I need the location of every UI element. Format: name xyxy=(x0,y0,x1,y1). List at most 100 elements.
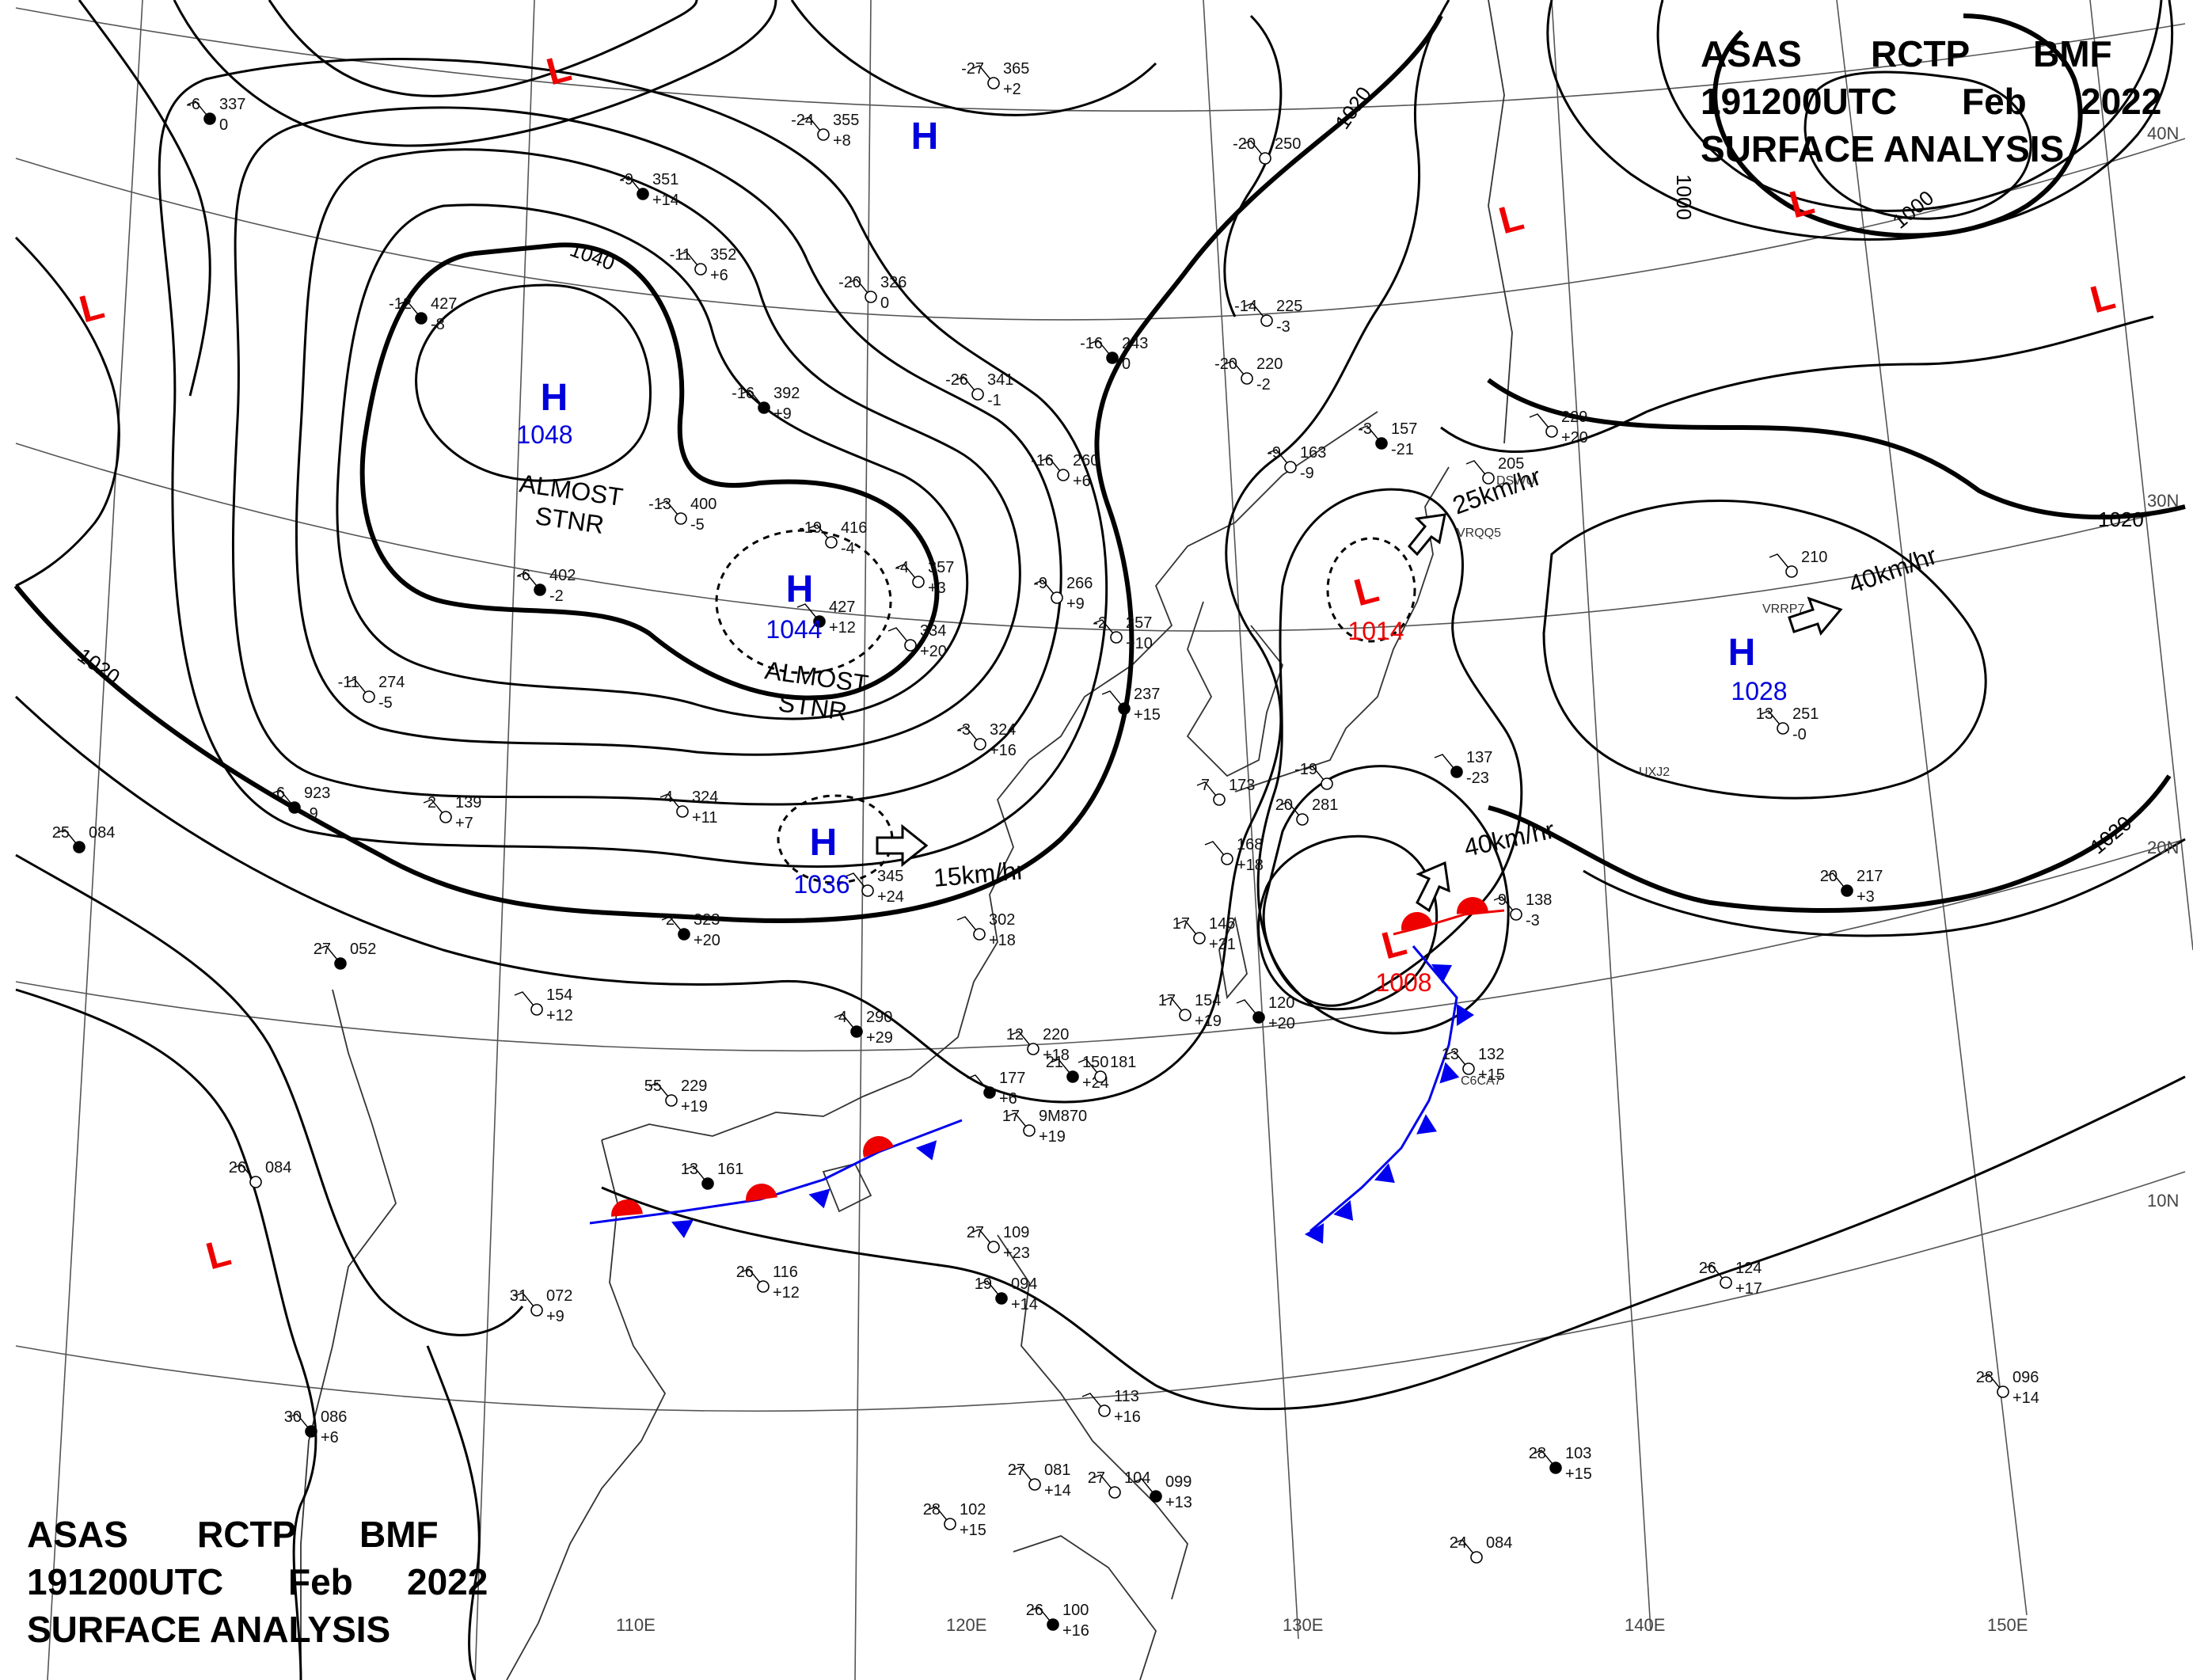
latitude-label: 40N xyxy=(2147,124,2179,143)
station-pressure: 251 xyxy=(1792,705,1819,723)
coastlines xyxy=(300,0,1513,1680)
station-plot: 19 094 +14 xyxy=(975,1275,1038,1313)
station-pressure: 9M870 xyxy=(1039,1108,1087,1125)
wind-barb-icon xyxy=(1465,460,1489,479)
wind-barb-icon xyxy=(1204,841,1228,860)
wind-barb-icon xyxy=(1529,413,1553,432)
high-pressure-value: 1044 xyxy=(766,615,822,644)
station-pressure: 132 xyxy=(1478,1046,1504,1063)
coast-india xyxy=(300,989,397,1680)
station-pressure-tendency: +18 xyxy=(989,932,1016,949)
wind-barb-icon xyxy=(741,390,765,409)
station-pressure: 081 xyxy=(1044,1461,1070,1479)
station-pressure-tendency: +20 xyxy=(1561,429,1588,447)
header-unit: BMF xyxy=(2033,33,2112,74)
isobar-1012 xyxy=(1256,488,1523,1007)
station-pressure: 220 xyxy=(1256,355,1283,373)
station-temperature: -27 xyxy=(961,60,984,78)
header-line-1: ASAS RCTP BMF xyxy=(27,1511,502,1558)
header-title: SURFACE ANALYSIS xyxy=(1701,128,2065,169)
low-pressure-value: 1014 xyxy=(1347,617,1404,645)
motion-arrows xyxy=(876,513,1843,913)
station-plot: 27 081 +14 xyxy=(1008,1461,1071,1499)
station-plot: -24 355 +8 xyxy=(791,112,859,150)
cold-front-symbol xyxy=(808,1188,830,1209)
station-pressure-tendency: +2 xyxy=(1003,81,1021,98)
station-temperature: -3 xyxy=(1358,420,1372,438)
cold-front-symbol xyxy=(1439,1062,1460,1084)
warm-front-symbol xyxy=(1401,912,1433,931)
station-cloud-cover-icon xyxy=(1193,932,1206,945)
station-pressure-tendency: +12 xyxy=(829,619,856,637)
station-plot: 113+16 xyxy=(1081,1388,1141,1426)
ship-callsign: C6CA7 xyxy=(1461,1074,1502,1088)
station-pressure-tendency: +15 xyxy=(1478,1066,1505,1084)
station-temperature: -2 xyxy=(1093,614,1107,632)
station-pressure: 084 xyxy=(1486,1534,1512,1552)
isobar-label: 1000 xyxy=(1672,174,1696,220)
parallel-40n xyxy=(15,138,2186,321)
station-cloud-cover-icon xyxy=(813,615,826,628)
wind-barb-icon xyxy=(955,376,979,395)
station-cloud-cover-icon xyxy=(1094,1070,1107,1083)
station-cloud-cover-icon xyxy=(1241,372,1253,385)
station-plot: 26 100 +16 xyxy=(1026,1602,1089,1640)
station-cloud-cover-icon xyxy=(912,576,925,588)
station-cloud-cover-icon xyxy=(1027,1043,1039,1055)
station-plot: 168+18 xyxy=(1204,836,1264,874)
station-cloud-cover-icon xyxy=(675,512,687,525)
station-pressure: 237 xyxy=(1134,686,1160,703)
warm-front-symbol xyxy=(746,1184,777,1202)
station-cloud-cover-icon xyxy=(944,1518,956,1530)
station-temperature: 20 xyxy=(1275,796,1293,814)
station-cloud-cover-icon xyxy=(817,128,830,141)
wind-barb-icon xyxy=(1454,1539,1477,1558)
station-cloud-cover-icon xyxy=(676,805,689,818)
wind-barb-icon xyxy=(1089,340,1113,359)
station-plot: 26 124 +17 xyxy=(1699,1260,1762,1298)
station-temperature: 19 xyxy=(975,1275,992,1293)
parallel-30n xyxy=(15,443,2186,632)
station-temperature: 6 xyxy=(276,785,285,802)
station-pressure-tendency: +9 xyxy=(546,1308,564,1325)
station-temperature: 2 xyxy=(666,911,675,929)
warm-front-symbol xyxy=(863,1136,894,1157)
station-cloud-cover-icon xyxy=(1221,853,1233,865)
isobar-1020-east xyxy=(1488,774,2172,913)
longitude-label: 140E xyxy=(1625,1615,1665,1635)
station-cloud-cover-icon xyxy=(987,1241,1000,1253)
station-cloud-cover-icon xyxy=(249,1176,262,1188)
station-pressure-tendency: +23 xyxy=(1003,1245,1030,1262)
wind-barb-icon xyxy=(288,1413,312,1432)
wind-barb-icon xyxy=(317,945,341,964)
wind-barb-icon xyxy=(1093,619,1117,638)
station-plot: -12 427 -8 xyxy=(389,295,457,333)
station-temperature: 17 xyxy=(1002,1108,1020,1125)
longitude-label: 130E xyxy=(1283,1615,1323,1635)
high-symbol: H xyxy=(911,116,939,158)
station-cloud-cover-icon xyxy=(73,841,86,853)
header-source: ASAS xyxy=(27,1514,128,1555)
station-cloud-cover-icon xyxy=(534,583,546,596)
header-line-2: 191200UTC Feb 2022 xyxy=(27,1558,502,1606)
station-pressure-tendency: -0 xyxy=(1792,726,1807,743)
station-plot: -19 416 -4 xyxy=(799,519,867,557)
wind-barb-icon xyxy=(1050,1059,1074,1078)
wind-barb-icon xyxy=(800,116,824,135)
ship-callsigns: VRRP7 VRQQ5 DSWU UXJ2 C6CA7 xyxy=(1457,474,1804,1088)
wind-barb-icon xyxy=(957,726,981,745)
station-pressure-tendency: +19 xyxy=(681,1098,708,1116)
parallel-10n xyxy=(15,1171,2186,1412)
wind-barb-icon xyxy=(796,603,820,622)
station-plot: 13 161 xyxy=(681,1161,743,1190)
station-temperature: -13 xyxy=(648,496,671,513)
station-plot: -16 392 +9 xyxy=(732,385,800,423)
header-line-3: SURFACE ANALYSIS xyxy=(27,1606,502,1653)
station-cloud-cover-icon xyxy=(1720,1276,1732,1289)
station-pressure-tendency: +18 xyxy=(1237,857,1264,874)
station-pressure: 137 xyxy=(1466,749,1492,766)
isobar-1016 xyxy=(14,0,1450,1104)
station-pressure-tendency: -3 xyxy=(1276,318,1290,336)
station-plot: 177+6 xyxy=(967,1070,1025,1108)
station-plot: -2 257 +10 xyxy=(1093,614,1153,652)
